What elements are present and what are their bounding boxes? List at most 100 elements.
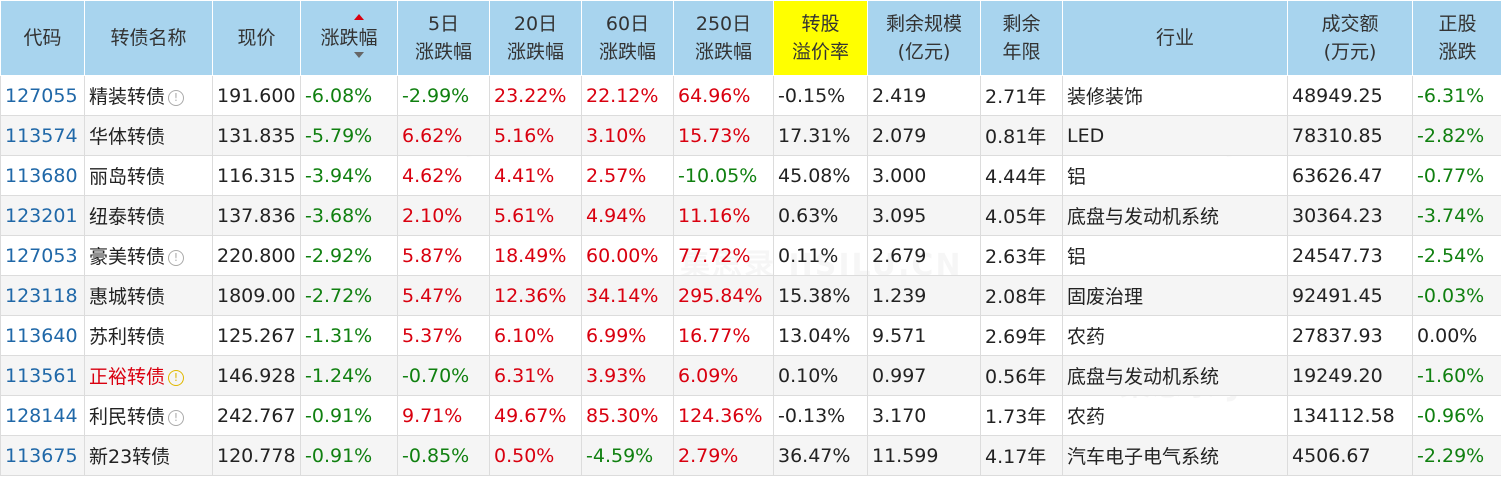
premium-cell: 0.10% [773,355,868,396]
table-row[interactable]: 127055 精装转债! 191.600 -6.08% -2.99% 23.22% 22.1… [0,75,1501,116]
change-20d-cell-text: 5.61% [494,204,555,227]
stock-change-cell: -3.74% [1412,195,1501,236]
name-cell[interactable]: 正裕转债! [84,355,213,396]
change-5d-cell-text: 5.37% [402,324,463,347]
table-row[interactable]: 113680 丽岛转债 116.315 -3.94% 4.62% 4.41% 2.57% -1… [0,155,1501,196]
name-cell[interactable]: 苏利转债 [84,315,213,356]
stock-change-cell: -0.96% [1412,395,1501,436]
years-cell-text: 2.63年 [985,246,1047,268]
change-20d-cell: 6.10% [489,315,582,356]
code-cell[interactable]: 127055 [0,75,85,116]
col-header-20d[interactable]: 20日 涨跌幅 [489,0,582,76]
years-cell-text: 4.44年 [985,166,1047,188]
name-cell[interactable]: 利民转债! [84,395,213,436]
code-cell-text: 113675 [5,444,78,467]
years-cell-text: 1.73年 [985,406,1047,428]
change-cell: -2.92% [300,235,398,276]
code-cell[interactable]: 113675 [0,435,85,476]
col-header-stock-change[interactable]: 正股 涨跌 [1412,0,1501,76]
info-icon[interactable]: ! [168,250,185,266]
scale-cell: 1.239 [867,275,981,316]
name-cell-text: 丽岛转债 [89,166,166,188]
name-cell[interactable]: 新23转债 [84,435,213,476]
col-header-industry[interactable]: 行业 [1062,0,1288,76]
name-cell[interactable]: 豪美转债! [84,235,213,276]
name-cell[interactable]: 精装转债! [84,75,213,116]
table-row[interactable]: 113640 苏利转债 125.267 -1.31% 5.37% 6.10% 6.99% 16… [0,315,1501,356]
stock-change-cell-text: -1.60% [1417,364,1485,387]
change-20d-cell-text: 49.67% [494,404,567,427]
col-header-code[interactable]: 代码 [0,0,85,76]
code-cell[interactable]: 127053 [0,235,85,276]
premium-cell: 0.63% [773,195,868,236]
stock-change-cell: -0.77% [1412,155,1501,196]
info-icon[interactable]: ! [168,410,185,426]
col-header-label: 涨跌幅 [694,41,752,63]
years-cell: 4.05年 [980,195,1063,236]
col-header-label: 年限 [1002,41,1041,63]
industry-cell-text: 固废治理 [1067,286,1144,308]
code-cell[interactable]: 113561 [0,355,85,396]
change-250d-cell-text: -10.05% [678,164,758,187]
change-cell-text: -5.79% [305,124,373,147]
premium-cell-text: 45.08% [778,164,851,187]
change-20d-cell-text: 6.31% [494,364,555,387]
table-row[interactable]: 113574 华体转债 131.835 -5.79% 6.62% 5.16% 3.10% 15… [0,115,1501,156]
scale-cell: 3.095 [867,195,981,236]
change-5d-cell-text: 5.87% [402,244,463,267]
change-250d-cell: 77.72% [673,235,774,276]
col-header-turnover[interactable]: 成交额 (万元) [1287,0,1413,76]
col-header-price[interactable]: 现价 [212,0,301,76]
col-header-250d[interactable]: 250日 涨跌幅 [673,0,774,76]
col-header-60d[interactable]: 60日 涨跌幅 [581,0,674,76]
table-row[interactable]: 113561 正裕转债! 146.928 -1.24% -0.70% 6.31% 3.93%… [0,355,1501,396]
change-20d-cell: 12.36% [489,275,582,316]
price-cell-text: 220.800 [217,244,296,267]
col-header-label: 60日 [605,13,650,35]
col-header-scale[interactable]: 剩余规模 (亿元) [867,0,981,76]
col-header-5d[interactable]: 5日 涨跌幅 [397,0,490,76]
change-5d-cell-text: -0.70% [402,364,470,387]
years-cell-text: 0.81年 [985,126,1047,148]
change-cell: -5.79% [300,115,398,156]
change-5d-cell-text: 2.10% [402,204,463,227]
code-cell[interactable]: 113680 [0,155,85,196]
premium-cell: 17.31% [773,115,868,156]
col-header-name[interactable]: 转债名称 [84,0,213,76]
name-cell[interactable]: 华体转债 [84,115,213,156]
code-cell[interactable]: 128144 [0,395,85,436]
change-cell-text: -6.08% [305,84,373,107]
col-header-years[interactable]: 剩余 年限 [980,0,1063,76]
years-cell-text: 4.05年 [985,206,1047,228]
info-icon[interactable]: ! [168,90,185,106]
table-row[interactable]: 123201 纽泰转债 137.836 -3.68% 2.10% 5.61% 4.94% 11… [0,195,1501,236]
price-cell: 146.928 [212,355,301,396]
code-cell[interactable]: 123201 [0,195,85,236]
table-row[interactable]: 128144 利民转债! 242.767 -0.91% 9.71% 49.67% 85.30… [0,395,1501,436]
warning-icon[interactable]: ! [168,370,185,386]
change-20d-cell: 0.50% [489,435,582,476]
name-cell-text: 华体转债 [89,126,166,148]
table-row[interactable]: 113675 新23转债 120.778 -0.91% -0.85% 0.50% -4.59… [0,435,1501,476]
col-header-label: 涨跌幅 [414,41,472,63]
change-5d-cell: 5.87% [397,235,490,276]
table-row[interactable]: 127053 豪美转债! 220.800 -2.92% 5.87% 18.49% 60.00… [0,235,1501,276]
code-cell[interactable]: 113574 [0,115,85,156]
name-cell[interactable]: 惠城转债 [84,275,213,316]
name-cell[interactable]: 纽泰转债 [84,195,213,236]
change-20d-cell-text: 18.49% [494,244,567,267]
code-cell[interactable]: 113640 [0,315,85,356]
col-header-premium[interactable]: 转股 溢价率 [773,0,868,76]
name-cell[interactable]: 丽岛转债 [84,155,213,196]
table-row[interactable]: 123118 惠城转债 1809.00 -2.72% 5.47% 12.36% 34.14%… [0,275,1501,316]
change-cell: -1.24% [300,355,398,396]
col-header-label: (万元) [1323,41,1377,63]
col-header-change[interactable]: 涨跌幅 [300,0,398,76]
code-cell[interactable]: 123118 [0,275,85,316]
name-cell-text: 新23转债 [89,446,171,468]
price-cell: 120.778 [212,435,301,476]
premium-cell-text: 0.10% [778,364,839,387]
turnover-cell-text: 4506.67 [1292,444,1371,467]
industry-cell: 铝 [1062,235,1288,276]
change-cell-text: -1.31% [305,324,373,347]
